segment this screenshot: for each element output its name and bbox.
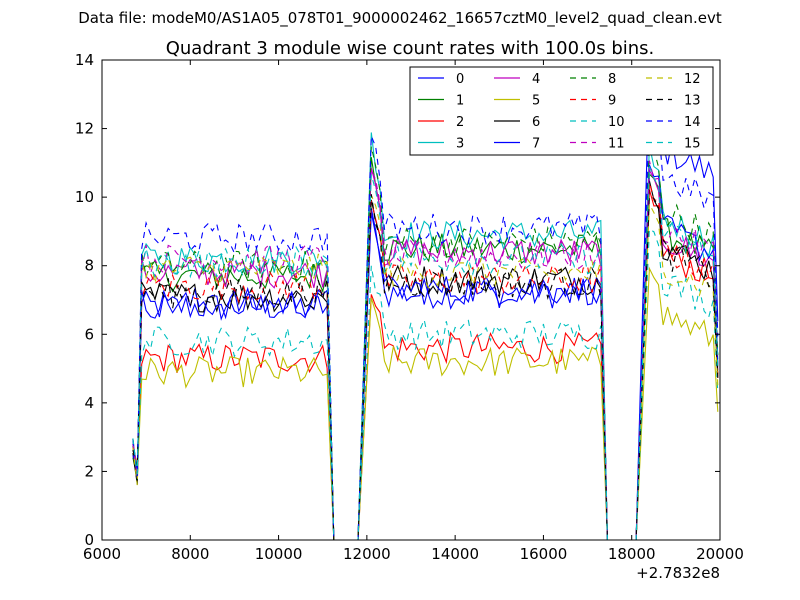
y-tick-label: 8 <box>84 257 94 275</box>
y-tick-label: 4 <box>84 394 94 412</box>
y-tick-label: 12 <box>75 120 94 138</box>
legend-label-9: 9 <box>608 94 616 109</box>
y-tick-label: 6 <box>84 325 94 343</box>
x-tick-label: 16000 <box>520 545 568 563</box>
chart-title: Quadrant 3 module wise count rates with … <box>166 38 655 59</box>
series-line-0 <box>132 68 719 541</box>
data-file-label: Data file: modeM0/AS1A05_078T01_90000024… <box>78 9 722 28</box>
x-tick-label: 6000 <box>83 545 121 563</box>
legend-label-1: 1 <box>456 94 464 109</box>
x-tick-label: 12000 <box>343 545 391 563</box>
series-line-2 <box>132 189 719 541</box>
legend-label-6: 6 <box>532 115 540 130</box>
legend-label-2: 2 <box>456 115 464 130</box>
x-offset-label: +2.7832e8 <box>636 564 720 582</box>
legend-label-5: 5 <box>532 94 540 109</box>
legend-label-11: 11 <box>608 137 625 152</box>
series-line-15 <box>132 166 719 541</box>
y-tick-label: 2 <box>84 462 94 480</box>
legend-label-8: 8 <box>608 72 616 87</box>
legend-label-10: 10 <box>608 115 625 130</box>
y-tick-label: 14 <box>75 51 94 69</box>
plot-frame <box>101 59 721 541</box>
legend-frame <box>409 66 714 156</box>
series-line-12 <box>132 194 719 541</box>
legend-label-13: 13 <box>684 94 701 109</box>
series-line-3 <box>132 132 719 541</box>
legend-label-14: 14 <box>684 115 701 130</box>
series-line-8 <box>132 140 719 541</box>
legend-label-15: 15 <box>684 137 701 152</box>
series-line-13 <box>132 194 719 541</box>
series-line-10 <box>132 228 719 541</box>
legend-label-7: 7 <box>532 137 540 152</box>
axis-ticks: 6000 8000 10000 12000 14000 16000 18000 20000 0 2… <box>75 51 744 563</box>
legend-label-4: 4 <box>532 72 540 87</box>
series-line-11 <box>132 160 719 541</box>
legend-label-12: 12 <box>684 72 701 87</box>
series-line-4 <box>132 167 719 541</box>
series-line-1 <box>132 157 719 541</box>
plot-area <box>132 68 719 541</box>
x-tick-label: 18000 <box>608 545 656 563</box>
x-tick-label: 8000 <box>171 545 209 563</box>
series-line-14 <box>132 104 719 541</box>
y-tick-label: 0 <box>84 531 94 549</box>
series-line-9 <box>132 182 719 541</box>
series-line-5 <box>132 266 719 541</box>
x-tick-label: 10000 <box>255 545 303 563</box>
y-tick-label: 10 <box>75 188 94 206</box>
series-line-6 <box>132 180 719 541</box>
legend-label-3: 3 <box>456 137 464 152</box>
x-tick-label: 20000 <box>696 545 744 563</box>
x-tick-label: 14000 <box>431 545 479 563</box>
legend-label-0: 0 <box>456 72 464 87</box>
